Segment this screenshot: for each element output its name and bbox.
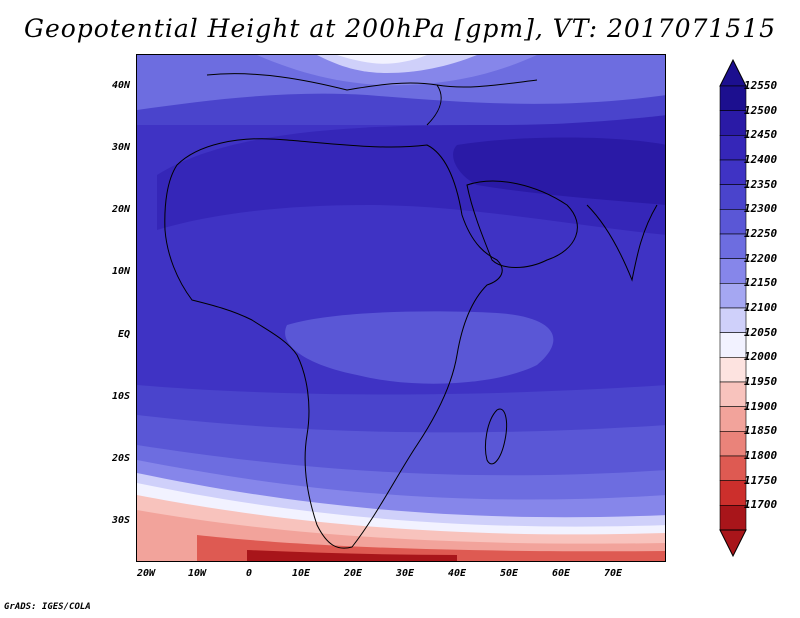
colorbar-label: 11800 [744, 449, 778, 462]
lon-label-30e: 30E [395, 568, 415, 579]
map-panel [136, 54, 666, 562]
lon-label-60e: 60E [551, 568, 571, 579]
colorbar-label: 12450 [744, 128, 778, 142]
colorbar-segment [719, 357, 747, 383]
colorbar-segment [719, 110, 747, 136]
colorbar-label: 11750 [744, 473, 778, 487]
colorbar-segment [719, 307, 747, 333]
colorbar-label: 11950 [744, 375, 778, 388]
lat-label-40n: 40N [111, 80, 130, 91]
colorbar-label: 11700 [744, 498, 778, 512]
colorbar-label: 12050 [744, 325, 778, 339]
colorbar-label: 11850 [744, 424, 778, 438]
colorbar-segment [719, 233, 747, 259]
colorbar-label: 12000 [744, 350, 778, 364]
lon-label-40e: 40E [447, 568, 467, 579]
geopotential-field [137, 55, 665, 561]
lat-label-20n: 20N [111, 204, 130, 215]
lon-label-10e: 10E [291, 568, 311, 579]
lat-label-30n: 30N [111, 142, 130, 153]
colorbar-label: 12550 [744, 79, 778, 92]
colorbar-label: 12200 [744, 251, 778, 265]
lon-label-20w: 20W [136, 568, 156, 579]
lon-label-10w: 10W [187, 568, 207, 579]
colorbar-label: 12500 [744, 103, 778, 117]
colorbar-top-arrow [719, 58, 747, 87]
colorbar-segment [719, 184, 747, 210]
lat-label-eq: EQ [117, 329, 130, 340]
colorbar-label: 12150 [744, 276, 778, 290]
colorbar-label: 11900 [744, 399, 778, 413]
colorbar-segment [719, 431, 747, 457]
colorbar-segment [719, 159, 747, 185]
arabia-coastline [466, 180, 578, 268]
chart-title: Geopotential Height at 200hPa [gpm], VT:… [23, 14, 777, 43]
lat-label-10s: 10S [111, 391, 130, 402]
colorbar-segment [719, 85, 747, 111]
lat-label-10n: 10N [111, 266, 130, 277]
madagascar-coastline [484, 408, 508, 465]
colorbar-segment [719, 209, 747, 235]
colorbar-segment [719, 406, 747, 432]
colorbar-segment [719, 135, 747, 161]
colorbar-segment [719, 258, 747, 284]
colorbar-label: 12300 [744, 202, 778, 216]
colorbar-segment [719, 505, 747, 531]
africa-coastline [164, 138, 503, 549]
europe-coastline [206, 73, 538, 126]
colorbar-label: 12350 [744, 177, 778, 191]
india-coastline [586, 204, 658, 282]
colorbar-label: 12400 [744, 153, 778, 166]
colorbar-label: 12100 [744, 301, 778, 314]
colorbar-segment [719, 332, 747, 358]
colorbar-segment [719, 381, 747, 407]
footer-credit: GrADS: IGES/COLA [4, 602, 91, 612]
lon-label-50e: 50E [499, 568, 519, 579]
colorbar-segment [719, 283, 747, 309]
colorbar-label: 12250 [744, 227, 778, 240]
colorbar [719, 58, 747, 558]
colorbar-segment [719, 480, 747, 506]
lat-label-20s: 20S [111, 453, 130, 464]
lon-label-20e: 20E [343, 568, 363, 579]
colorbar-segment [719, 455, 747, 481]
lon-label-0: 0 [245, 568, 253, 579]
lon-label-70e: 70E [603, 568, 623, 579]
colorbar-bottom-arrow [719, 529, 747, 558]
lat-label-30s: 30S [111, 515, 130, 526]
